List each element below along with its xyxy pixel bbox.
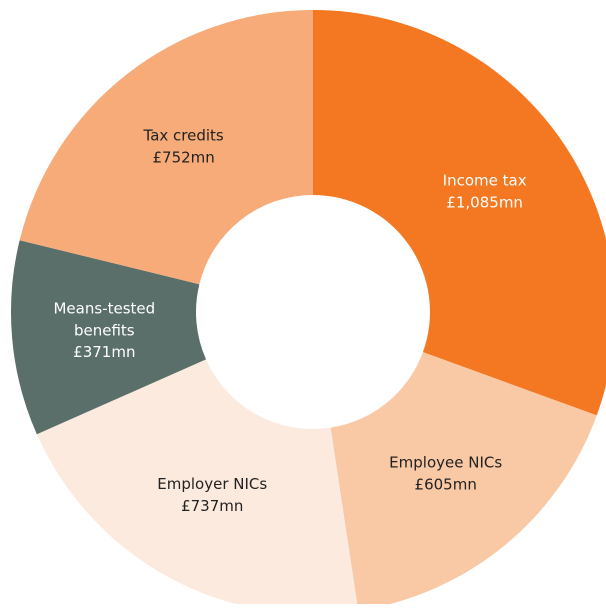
value-label: £371mn bbox=[73, 343, 135, 361]
donut-slice bbox=[313, 10, 606, 416]
slice-label: Employee NICs bbox=[389, 454, 502, 472]
slice-label: Means-tested benefits bbox=[53, 299, 155, 339]
donut-slice bbox=[19, 10, 314, 285]
slice-label-line: benefits bbox=[74, 321, 135, 339]
slice-label: Income tax bbox=[443, 171, 527, 189]
slice-label: Employer NICs bbox=[157, 475, 267, 493]
donut-slice bbox=[10, 240, 207, 435]
donut-slice bbox=[36, 359, 358, 608]
value-label: £605mn bbox=[415, 476, 477, 494]
slice-label-line: Means-tested bbox=[53, 299, 155, 317]
donut-slice bbox=[330, 352, 597, 608]
value-label: £1,085mn bbox=[446, 193, 523, 211]
value-label: £737mn bbox=[181, 497, 243, 515]
value-label: £752mn bbox=[152, 149, 214, 167]
slice-label: Tax credits bbox=[143, 127, 224, 145]
